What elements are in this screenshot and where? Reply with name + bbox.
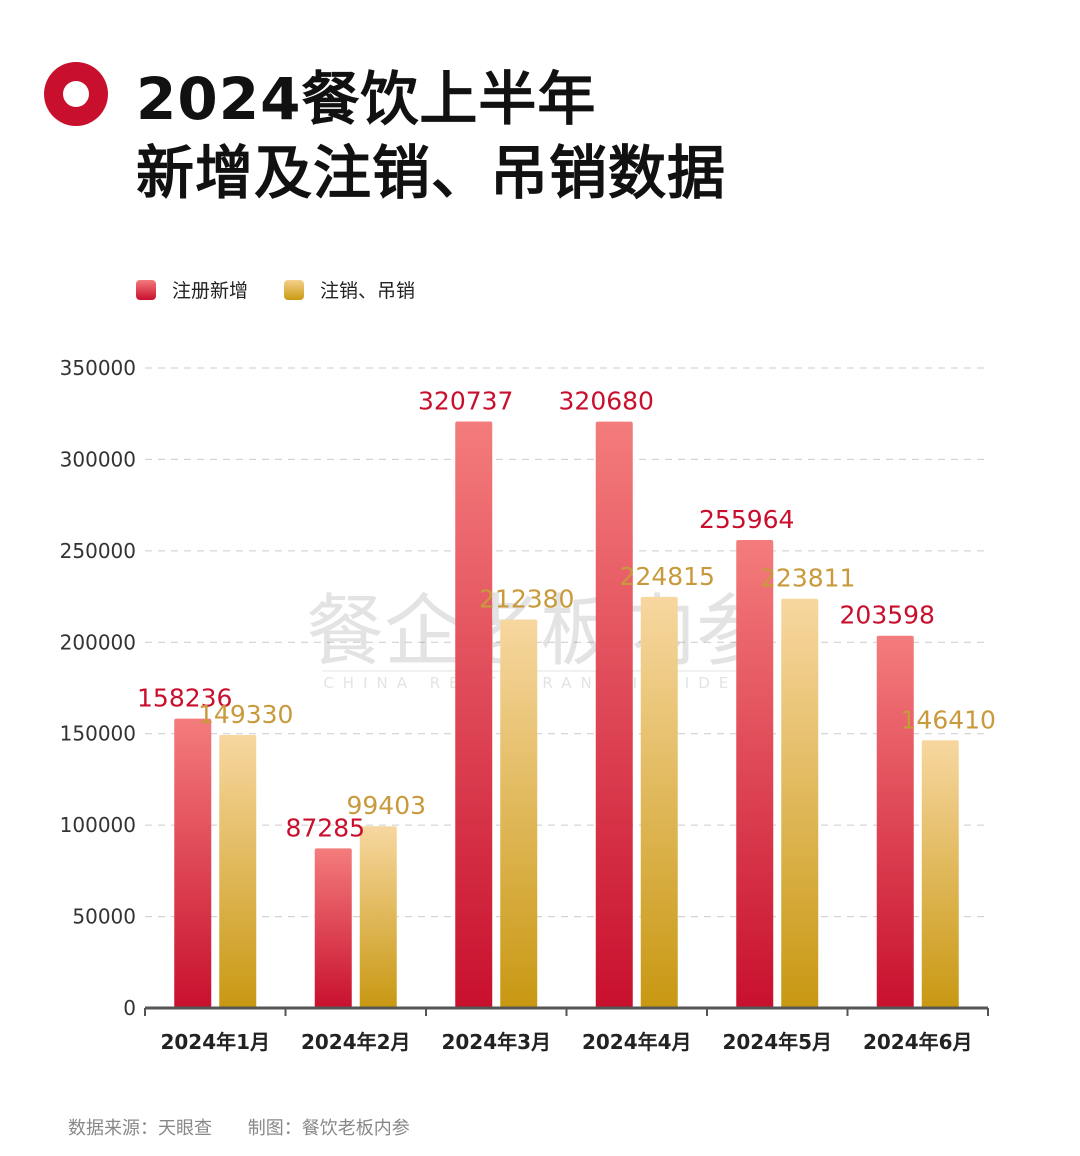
legend-label-new: 注册新增 xyxy=(172,280,249,302)
x-tick-label: 2024年6月 xyxy=(863,1030,973,1054)
x-tick-label: 2024年4月 xyxy=(582,1030,692,1054)
y-tick-label: 150000 xyxy=(60,722,136,746)
x-axis: 2024年1月 2024年2月 2024年3月 2024年4月 2024年5月 2024年… xyxy=(144,1006,989,1054)
y-tick-label: 350000 xyxy=(60,356,136,380)
value-label-new: 158236 xyxy=(137,684,232,713)
bar-cancel xyxy=(219,734,257,1008)
title-line-1: 2024餐饮上半年 xyxy=(136,65,597,133)
legend-swatch-cancel xyxy=(284,279,305,300)
bar-new xyxy=(736,539,774,1008)
legend-swatch-new xyxy=(136,279,156,300)
chart-author: 制图：餐饮老板内参 xyxy=(247,1118,410,1139)
bar-new xyxy=(876,635,914,1008)
y-tick-label: 250000 xyxy=(60,539,136,563)
gridlines xyxy=(145,367,988,918)
value-label-new: 255964 xyxy=(699,505,794,534)
x-tick-label: 2024年2月 xyxy=(301,1030,411,1054)
brand-logo xyxy=(44,62,108,126)
value-label-new: 320737 xyxy=(418,387,513,416)
x-tick-label: 2024年1月 xyxy=(160,1030,270,1054)
chart-title: 2024餐饮上半年 新增及注销、吊销数据 xyxy=(136,62,726,210)
value-label-new: 203598 xyxy=(840,601,935,630)
legend-label-cancel: 注销、吊销 xyxy=(320,280,416,302)
bar-cancel xyxy=(359,826,397,1008)
bar-cancel xyxy=(640,596,678,1008)
value-label-cancel: 146410 xyxy=(901,705,996,734)
bar-cancel xyxy=(500,619,538,1008)
watermark-text-en: CHINA RESTAURANT INSIDER xyxy=(323,674,756,692)
legend: 注册新增 注销、吊销 xyxy=(136,276,451,303)
value-label-cancel: 212380 xyxy=(479,585,574,614)
x-tick-label: 2024年3月 xyxy=(441,1030,551,1054)
value-label-cancel: 223811 xyxy=(760,564,855,593)
bar-new xyxy=(595,421,633,1008)
bar-new xyxy=(455,421,493,1008)
y-tick-label: 300000 xyxy=(60,447,136,471)
bar-new xyxy=(314,848,352,1008)
bar-cancel xyxy=(921,740,959,1008)
bar-new xyxy=(174,718,212,1008)
y-tick-label: 0 xyxy=(123,996,136,1020)
x-tick-label: 2024年5月 xyxy=(722,1030,832,1054)
value-label-new: 320680 xyxy=(559,387,654,416)
bar-chart: 0 50000 100000 150000 200000 250000 300000 3500… xyxy=(60,356,996,1054)
y-axis: 0 50000 100000 150000 200000 250000 300000 3500… xyxy=(60,356,136,1020)
y-tick-label: 50000 xyxy=(72,905,136,929)
data-source: 数据来源：天眼查 xyxy=(68,1118,212,1139)
bars xyxy=(174,421,959,1008)
y-tick-label: 200000 xyxy=(60,630,136,654)
value-label-new: 87285 xyxy=(285,813,365,842)
bar-cancel xyxy=(781,598,819,1008)
value-label-cancel: 149330 xyxy=(198,700,293,729)
value-label-cancel: 99403 xyxy=(346,791,426,820)
title-line-2: 新增及注销、吊销数据 xyxy=(136,139,727,207)
y-tick-label: 100000 xyxy=(60,813,136,837)
watermark-text-cn: 餐企老板内参 xyxy=(306,587,774,677)
legend-item-new: 注册新增 xyxy=(136,276,248,303)
legend-item-cancel: 注销、吊销 xyxy=(284,276,415,303)
value-label-cancel: 224815 xyxy=(620,562,715,591)
footer: 数据来源：天眼查 制图：餐饮老板内参 xyxy=(68,1114,440,1140)
